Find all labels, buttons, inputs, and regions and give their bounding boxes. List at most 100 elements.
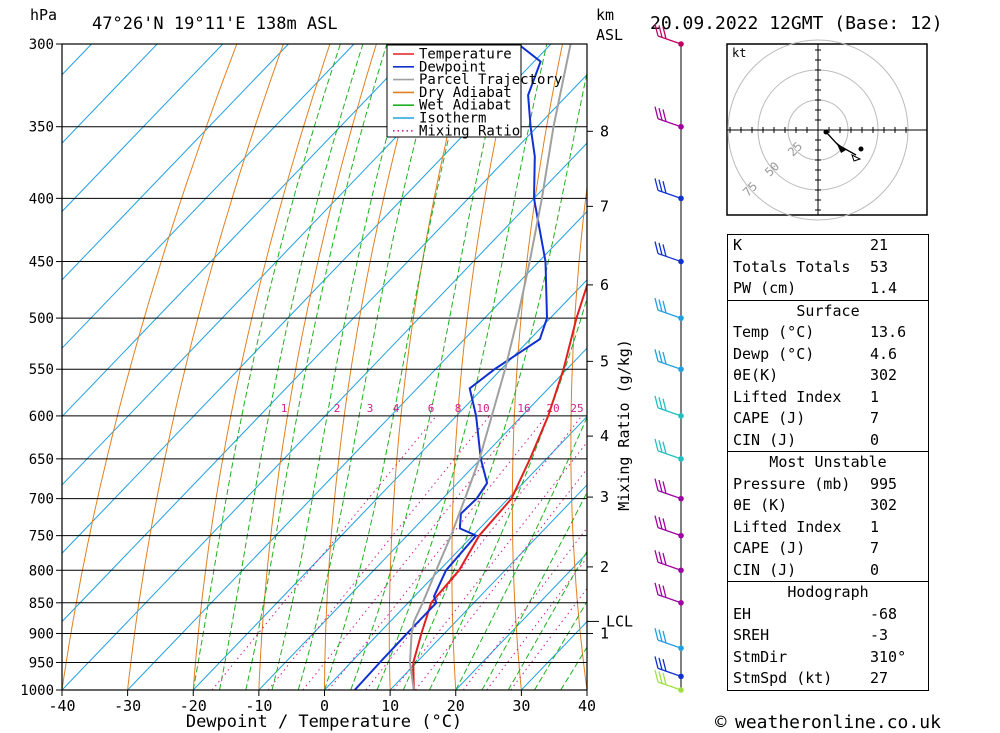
wind-barb-tick bbox=[662, 630, 667, 644]
legend-entry: Wet Adiabat bbox=[419, 98, 512, 114]
indices-table: K 21 Totals Totals 53 PW (cm) 1.4 Surface Tem… bbox=[727, 234, 929, 691]
dry-adiabat-line bbox=[683, 7, 724, 716]
series-parcel-trajectory-line bbox=[408, 44, 572, 690]
isotherm-line bbox=[258, 347, 587, 690]
wind-barb-tick bbox=[654, 669, 659, 683]
wet-adiabat-line bbox=[324, 44, 473, 690]
mixing-ratio-line bbox=[510, 587, 587, 690]
temp-tick-label: 30 bbox=[512, 697, 530, 715]
datetime-label: 20.09.2022 12GMT (Base: 12) bbox=[650, 13, 943, 34]
row-label: StmSpd (kt) bbox=[733, 669, 833, 687]
height-km-label: 4 bbox=[600, 427, 609, 445]
pressure-unit-label: hPa bbox=[30, 6, 57, 24]
row-value: 302 bbox=[870, 366, 898, 384]
hodograph-row: StmSpd (kt) 27 bbox=[728, 668, 928, 690]
wind-barb-tick bbox=[654, 106, 659, 119]
dry-adiabat-line bbox=[935, 7, 1000, 716]
wind-level-dot bbox=[678, 495, 684, 502]
index-row: PW (cm) 1.4 bbox=[728, 278, 928, 300]
x-axis-title: Dewpoint / Temperature (°C) bbox=[186, 712, 462, 732]
pressure-tick-label: 900 bbox=[29, 626, 54, 642]
most-unstable-row: θE (K) 302 bbox=[728, 495, 928, 517]
hodograph-row: EH -68 bbox=[728, 604, 928, 626]
row-label: Totals Totals bbox=[733, 257, 851, 276]
row-value: 302 bbox=[870, 496, 898, 514]
most-unstable-row: Lifted Index 1 bbox=[728, 517, 928, 539]
height-km-label: 7 bbox=[600, 197, 609, 215]
dry-adiabat-line bbox=[258, 44, 377, 690]
wind-barb-tick bbox=[654, 297, 659, 311]
pressure-tick-label: 600 bbox=[29, 409, 54, 425]
row-label: Lifted Index bbox=[733, 387, 842, 406]
isotherm-line bbox=[62, 44, 355, 349]
pressure-tick-label: 350 bbox=[29, 120, 54, 136]
wind-barb-tick bbox=[658, 440, 663, 453]
row-value: 995 bbox=[870, 474, 898, 493]
row-label: θE (K) bbox=[733, 496, 788, 514]
mixing-ratio-label: 4 bbox=[393, 402, 400, 415]
wind-barb-tick bbox=[658, 516, 663, 530]
row-value: 7 bbox=[870, 539, 880, 557]
dry-adiabat-line bbox=[570, 183, 587, 690]
pressure-tick-label: 400 bbox=[29, 191, 54, 207]
axes: 3003504004505005506006507007508008509009… bbox=[20, 37, 633, 715]
row-value: 53 bbox=[870, 257, 889, 276]
temp-tick-label: 20 bbox=[447, 697, 465, 715]
row-label: Lifted Index bbox=[733, 517, 842, 536]
wind-barb-tick bbox=[662, 26, 667, 39]
mixing-ratio-label: 3 bbox=[367, 402, 374, 415]
most-unstable-row: Pressure (mb) 995 bbox=[728, 474, 928, 496]
height-km-label: 2 bbox=[600, 558, 609, 576]
wind-barb-tick bbox=[662, 300, 667, 314]
copyright-symbol: © bbox=[715, 711, 727, 733]
wind-profile bbox=[654, 23, 684, 693]
row-value: 4.6 bbox=[870, 344, 898, 363]
isotherm-line bbox=[0, 44, 26, 690]
wind-barb-tick bbox=[654, 478, 659, 491]
mixing-ratio-label: 10 bbox=[476, 402, 489, 415]
hodograph-storm-marker bbox=[851, 154, 862, 162]
dry-adiabat-line bbox=[511, 44, 564, 690]
row-label: PW (cm) bbox=[733, 279, 797, 297]
pressure-tick-label: 650 bbox=[29, 452, 54, 468]
index-row: K 21 bbox=[728, 235, 928, 257]
wind-barb-tick bbox=[658, 584, 663, 597]
wind-barb-tick bbox=[658, 299, 663, 312]
row-value: 1 bbox=[870, 517, 880, 536]
mixing-ratio-line bbox=[365, 415, 583, 690]
mixing-ratio-line bbox=[393, 441, 587, 690]
row-value: 7 bbox=[870, 409, 880, 427]
row-value: 27 bbox=[870, 669, 889, 687]
wind-barb-tick bbox=[654, 628, 659, 641]
pressure-tick-label: 950 bbox=[29, 655, 54, 671]
wind-barb-tick bbox=[662, 398, 667, 411]
wind-barb-tick bbox=[658, 629, 663, 642]
wind-barb-tick bbox=[658, 397, 663, 410]
wind-barb-tick bbox=[658, 242, 663, 256]
wind-barb-tick bbox=[662, 351, 667, 365]
surface-row: θE(K) 302 bbox=[728, 365, 928, 387]
wind-barb-tick bbox=[658, 657, 663, 670]
pressure-tick-label: 750 bbox=[29, 529, 54, 545]
hodograph-table-title: Hodograph bbox=[787, 583, 869, 601]
isotherm-line bbox=[389, 484, 587, 690]
wet-adiabat-line bbox=[297, 44, 442, 690]
isotherm-line bbox=[62, 44, 421, 418]
hodograph-point bbox=[823, 129, 829, 135]
dry-adiabat-line bbox=[981, 7, 1000, 716]
mixing-ratio-label: 16 bbox=[517, 402, 530, 415]
pressure-tick-label: 1000 bbox=[20, 683, 54, 699]
wind-barb-tick bbox=[662, 659, 667, 672]
row-label: CIN (J) bbox=[733, 430, 797, 449]
wet-adiabat-line bbox=[192, 44, 341, 690]
temp-tick-label: 10 bbox=[381, 697, 399, 715]
pressure-tick-label: 450 bbox=[29, 255, 54, 271]
row-value: -3 bbox=[870, 626, 889, 644]
row-value: -68 bbox=[870, 604, 898, 623]
surface-row: Lifted Index 1 bbox=[728, 387, 928, 409]
row-value: 0 bbox=[870, 560, 880, 579]
wind-barb-tick bbox=[654, 515, 659, 528]
legend-entry: Mixing Ratio bbox=[419, 123, 520, 139]
wet-adiabat-line bbox=[481, 491, 587, 690]
